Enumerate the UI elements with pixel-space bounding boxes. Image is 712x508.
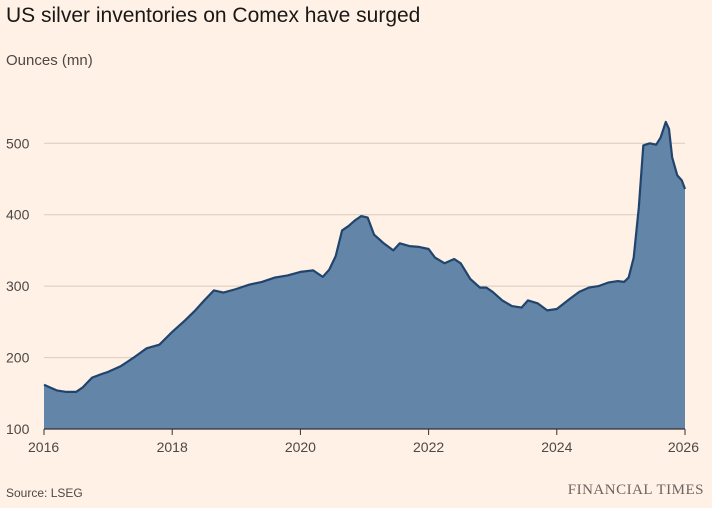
inventory-line: [43, 120, 687, 393]
x-tick-label: 2018: [157, 439, 188, 455]
chart-title: US silver inventories on Comex have surg…: [6, 4, 421, 27]
brand-logo: FINANCIAL TIMES: [567, 482, 704, 498]
x-tick-label: 2016: [28, 439, 59, 455]
x-tick-label: 2026: [668, 439, 699, 455]
y-tick-label: 200: [6, 350, 30, 366]
axes: 100 200 300 400 500 2016 2018 2020 2022 2024 2026: [6, 135, 699, 455]
y-tick-label: 400: [6, 207, 30, 223]
x-tick-label: 2024: [541, 439, 572, 455]
y-tick-label: 300: [6, 278, 30, 294]
y-tick-label: 500: [6, 135, 30, 151]
y-tick-label: 100: [6, 421, 30, 437]
y-axis-unit-label: Ounces (mn): [6, 52, 93, 69]
x-tick-label: 2022: [413, 439, 444, 455]
inventory-area: [44, 121, 685, 430]
source-note: Source: LSEG: [6, 486, 83, 500]
x-tick-label: 2020: [285, 439, 316, 455]
